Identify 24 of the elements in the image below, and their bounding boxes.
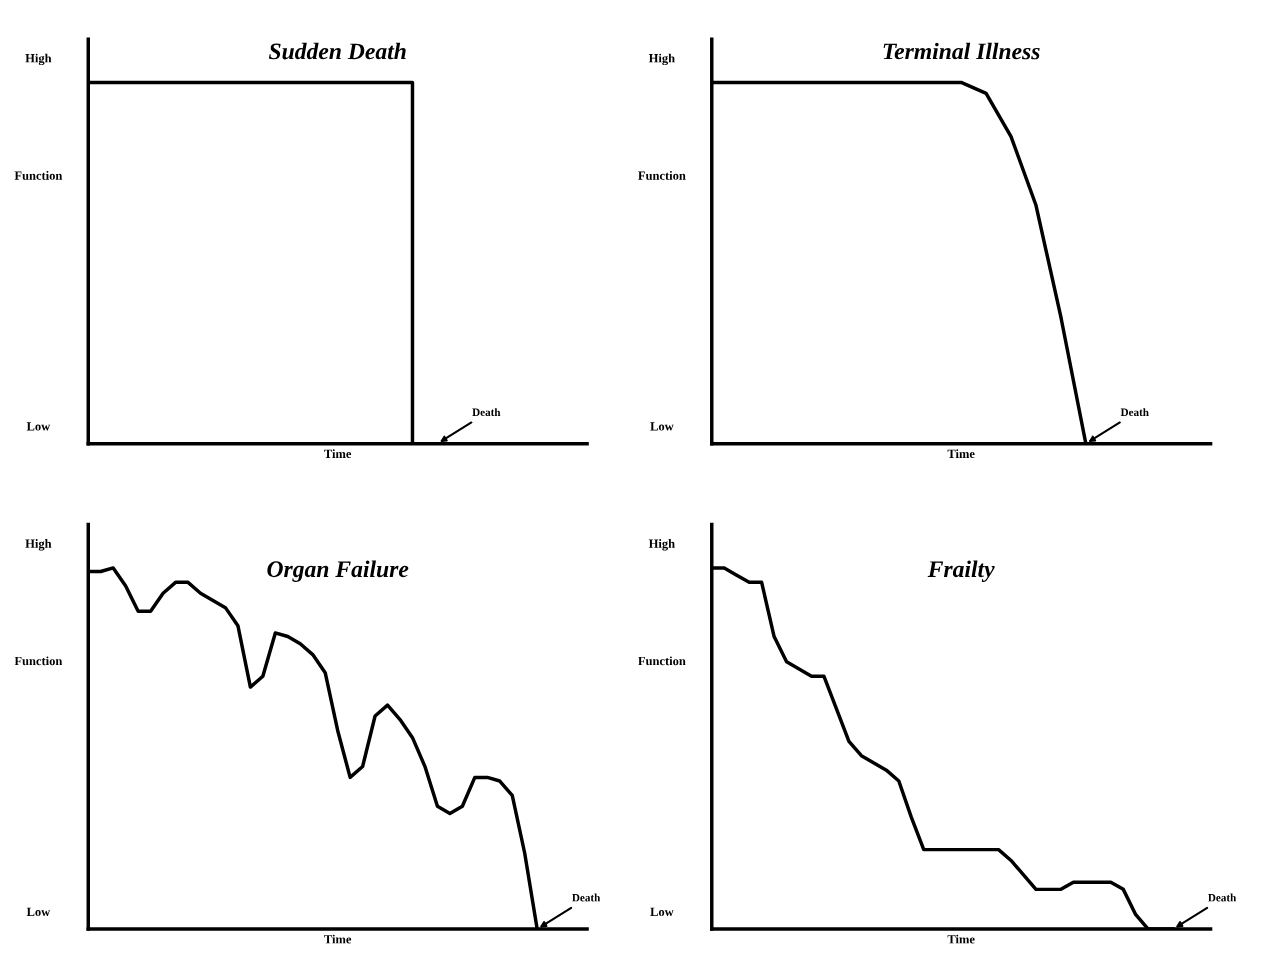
annotation: Death <box>1120 408 1149 416</box>
annotation: Death <box>1208 893 1237 902</box>
text: Low <box>26 907 51 917</box>
chart-title: Organ Failure <box>267 560 409 582</box>
y-axis-title: Function <box>14 656 63 666</box>
text: High <box>648 539 675 551</box>
x-axis-title: Time <box>324 449 352 458</box>
y-axis-title: Function <box>638 170 686 180</box>
text: Low <box>650 422 674 431</box>
annotation: Death <box>572 893 601 902</box>
x-axis-title: Time <box>324 934 352 944</box>
text: High <box>648 53 675 66</box>
text: Low <box>650 907 674 917</box>
chart-title: Sudden Death <box>268 42 406 60</box>
text: Low <box>26 422 51 431</box>
x-axis-title: Time <box>947 934 975 944</box>
chart-title: Frailty <box>927 560 995 583</box>
annotation: Death <box>472 408 501 416</box>
chart-title: Terminal Illness <box>883 42 1040 60</box>
y-axis-title: Function <box>14 170 63 180</box>
x-axis-title: Time <box>947 449 975 458</box>
text: High <box>25 53 52 66</box>
text: High <box>25 539 52 551</box>
y-axis-title: Function <box>638 656 686 666</box>
